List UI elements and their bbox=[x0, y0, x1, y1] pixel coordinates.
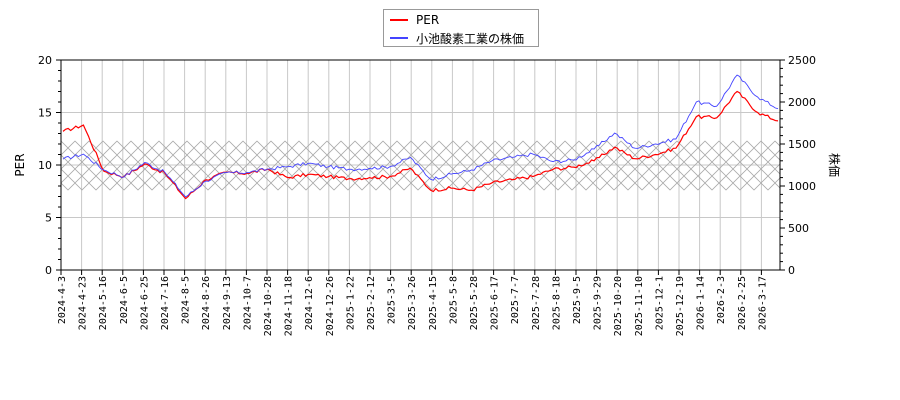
x-tick-label: 2025-9-29 bbox=[593, 276, 604, 330]
legend-label-per: PER bbox=[416, 13, 440, 27]
x-tick-label: 2026-3-17 bbox=[757, 276, 768, 330]
x-tick-label: 2025-5-8 bbox=[448, 276, 459, 324]
per-hatched-band bbox=[61, 140, 780, 191]
legend-swatch-per bbox=[390, 19, 408, 21]
stock-price-line bbox=[62, 74, 779, 198]
x-tick-label: 2025-12-19 bbox=[675, 276, 686, 336]
x-tick-label: 2025-4-15 bbox=[428, 276, 439, 330]
left-tick-label: 20 bbox=[38, 54, 52, 67]
right-tick-label: 1500 bbox=[788, 138, 816, 151]
x-tick-label: 2025-5-28 bbox=[469, 276, 480, 330]
x-tick-label: 2024-12-26 bbox=[325, 276, 336, 336]
left-tick-label: 10 bbox=[38, 159, 52, 172]
right-tick-label: 2500 bbox=[788, 54, 816, 67]
x-tick-label: 2024-9-13 bbox=[222, 276, 233, 330]
x-tick-label: 2025-6-17 bbox=[490, 276, 501, 330]
chart-legend: PER 小池酸素工業の株価 bbox=[383, 9, 539, 47]
x-tick-label: 2024-12-6 bbox=[304, 276, 315, 330]
x-tick-label: 2025-10-20 bbox=[613, 276, 624, 336]
legend-item-per: PER bbox=[390, 12, 439, 28]
legend-swatch-price bbox=[390, 37, 408, 39]
right-tick-label: 500 bbox=[788, 222, 809, 235]
x-tick-label: 2024-10-7 bbox=[242, 276, 253, 330]
right-axis-title: 株価 bbox=[827, 153, 842, 177]
legend-item-price: 小池酸素工業の株価 bbox=[390, 30, 524, 46]
legend-label-price: 小池酸素工業の株価 bbox=[416, 31, 525, 46]
data-lines bbox=[62, 74, 779, 200]
right-axis: 0 500 1000 1500 2000 2500 bbox=[780, 54, 816, 277]
x-tick-label: 2025-2-12 bbox=[366, 276, 377, 330]
x-tick-label: 2025-11-10 bbox=[634, 276, 645, 336]
x-tick-label: 2025-8-18 bbox=[551, 276, 562, 330]
per-line bbox=[62, 90, 779, 200]
x-tick-label: 2024-6-5 bbox=[119, 276, 130, 324]
x-tick-label: 2024-6-25 bbox=[139, 276, 150, 330]
left-tick-label: 15 bbox=[38, 107, 52, 120]
x-axis: 2024-4-3 2024-4-23 2024-5-16 2024-6-5 2024-6… bbox=[57, 270, 768, 336]
x-tick-label: 2025-3-5 bbox=[387, 276, 398, 324]
x-tick-label: 2025-7-28 bbox=[531, 276, 542, 330]
right-tick-label: 1000 bbox=[788, 180, 816, 193]
x-tick-label: 2024-8-26 bbox=[201, 276, 212, 330]
left-tick-label: 0 bbox=[45, 264, 52, 277]
x-tick-label: 2026-2-3 bbox=[716, 276, 727, 324]
x-tick-label: 2024-10-28 bbox=[263, 276, 274, 336]
x-tick-label: 2024-7-16 bbox=[160, 276, 171, 330]
x-tick-label: 2025-7-7 bbox=[510, 276, 521, 324]
x-tick-label: 2024-4-3 bbox=[57, 276, 68, 324]
left-axis: 0 5 10 15 20 bbox=[38, 54, 61, 277]
x-tick-label: 2024-5-16 bbox=[98, 276, 109, 330]
left-axis-title: PER bbox=[13, 153, 27, 176]
right-tick-label: 0 bbox=[788, 264, 795, 277]
left-tick-label: 5 bbox=[45, 212, 52, 225]
x-tick-label: 2026-2-25 bbox=[737, 276, 748, 330]
x-tick-label: 2025-9-5 bbox=[572, 276, 583, 324]
x-tick-label: 2025-1-22 bbox=[345, 276, 356, 330]
x-tick-label: 2024-8-5 bbox=[181, 276, 192, 324]
x-tick-label: 2025-3-26 bbox=[407, 276, 418, 330]
x-tick-label: 2024-4-23 bbox=[78, 276, 89, 330]
x-tick-label: 2024-11-18 bbox=[284, 276, 295, 336]
x-tick-label: 2025-12-1 bbox=[654, 276, 665, 330]
x-tick-label: 2026-1-14 bbox=[696, 276, 707, 330]
right-tick-label: 2000 bbox=[788, 96, 816, 109]
